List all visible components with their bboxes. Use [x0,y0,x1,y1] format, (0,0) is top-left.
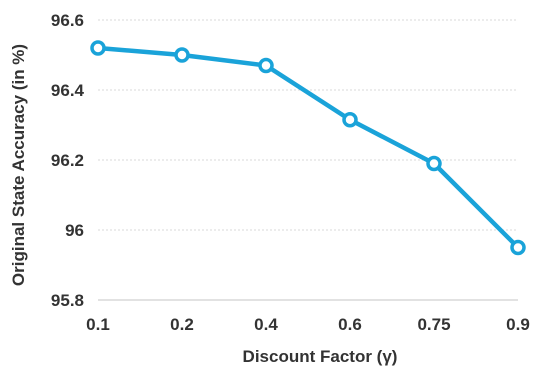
x-tick-label: 0.1 [86,315,110,334]
x-tick-labels: 0.1 0.2 0.4 0.6 0.75 0.9 [86,315,530,334]
data-point [342,112,358,128]
x-tick-label: 0.6 [338,315,362,334]
y-tick-labels: 95.8 96 96.2 96.4 96.6 [51,11,85,310]
y-tick-label: 96.6 [51,11,84,30]
x-tick-label: 0.9 [506,315,530,334]
y-axis-title: Original State Accuracy (in %) [9,44,28,286]
data-point [258,57,274,74]
series-line [95,45,521,250]
x-tick-label: 0.4 [254,315,278,334]
x-axis-title: Discount Factor (γ) [243,347,398,366]
x-tick-label: 0.2 [170,315,194,334]
data-point [90,40,106,56]
y-tick-label: 95.8 [51,291,84,310]
data-point [510,239,526,256]
y-tick-label: 96 [65,221,84,240]
x-tick-label: 0.75 [417,315,450,334]
gridlines [98,19,518,301]
data-series [90,40,526,256]
y-tick-label: 96.2 [51,151,84,170]
y-tick-label: 96.4 [51,81,85,100]
data-point [426,155,442,172]
data-point [174,47,190,63]
